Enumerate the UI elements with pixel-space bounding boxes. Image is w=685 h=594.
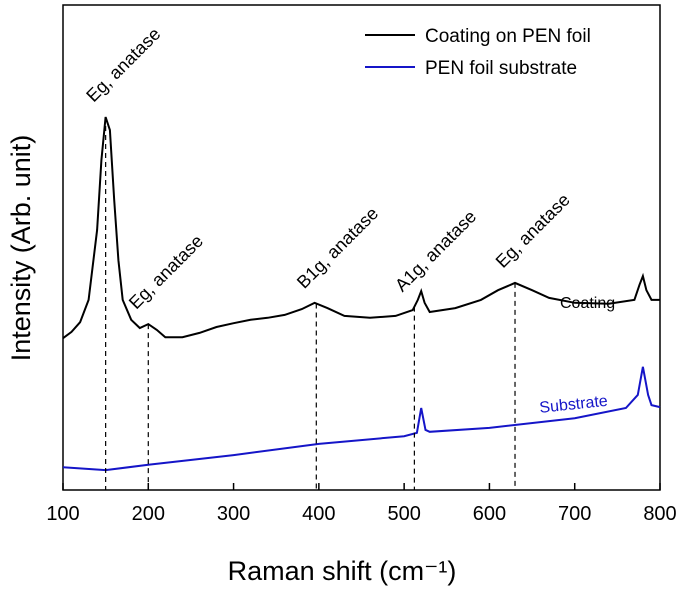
x-tick-label: 800 <box>643 503 676 525</box>
x-axis-label: Raman shift (cm⁻¹) <box>228 556 457 586</box>
curve-label: Coating <box>560 295 615 312</box>
series-line <box>62 366 661 472</box>
x-tick-label: 700 <box>558 503 591 525</box>
peak-label: Eg, anatase <box>82 24 164 106</box>
x-tick-label: 100 <box>46 503 79 525</box>
peak-label: Eg, anatase <box>125 231 207 313</box>
x-tick-label: 600 <box>473 503 506 525</box>
x-tick-label: 400 <box>302 503 335 525</box>
legend-label: PEN foil substrate <box>425 58 577 79</box>
y-axis-label: Intensity (Arb. unit) <box>6 135 36 362</box>
x-tick-label: 300 <box>217 503 250 525</box>
peak-label: Eg, anatase <box>492 190 574 272</box>
x-tick-label: 500 <box>387 503 420 525</box>
x-tick-label: 200 <box>132 503 165 525</box>
legend-label: Coating on PEN foil <box>425 26 591 47</box>
peak-label: A1g, anatase <box>391 206 480 295</box>
plot-frame <box>62 4 661 491</box>
series-line <box>62 116 660 340</box>
peak-label: B1g, anatase <box>293 203 382 292</box>
